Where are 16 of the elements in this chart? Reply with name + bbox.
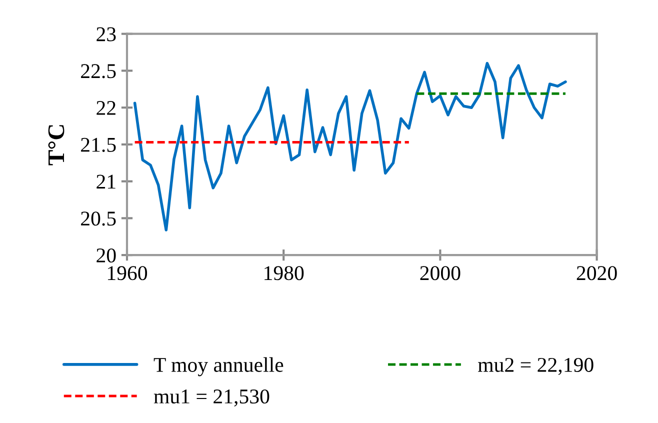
- y-tick-label: 20: [96, 248, 116, 262]
- x-tick-label: 1960: [108, 266, 148, 280]
- y-tick-label: 20.5: [81, 212, 116, 226]
- legend-label: mu2 = 22,190: [478, 358, 594, 375]
- x-tick-label: 2020: [576, 266, 617, 280]
- x-tick-label: 1980: [264, 266, 304, 280]
- y-tick-label: 22.5: [81, 64, 116, 78]
- legend-label: mu1 = 21,530: [154, 389, 270, 407]
- legend-label: T moy annuelle: [154, 357, 284, 376]
- y-tick-label: 21: [96, 174, 116, 189]
- y-tick-label: 23: [96, 27, 116, 42]
- x-tick-label: 2000: [420, 266, 460, 280]
- line-series: [133, 62, 567, 232]
- y-axis-title: T°C: [48, 125, 64, 166]
- y-tick-label: 22: [96, 101, 116, 115]
- y-tick-label: 21.5: [81, 138, 116, 152]
